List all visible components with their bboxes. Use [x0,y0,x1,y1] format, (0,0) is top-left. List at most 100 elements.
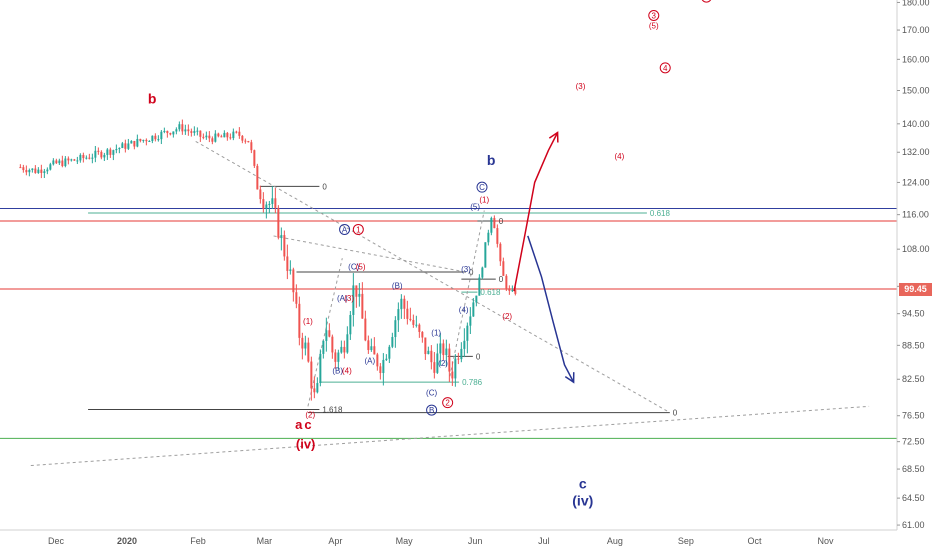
candle-body [379,366,382,374]
candle-body [514,290,517,294]
wave-circle [339,223,351,235]
price-tick-label: 116.00 [902,210,929,220]
candle-body [409,318,412,321]
candle-body [445,348,448,356]
candle-body [115,149,118,151]
candle-body [289,269,292,271]
price-tick-label: 124.00 [902,177,930,187]
wave-label: (5) [470,202,480,211]
candle-body [343,346,346,353]
candle-body [283,235,286,257]
wave-label: (2) [305,411,315,420]
candle-body [205,135,208,138]
candle-body [481,267,484,278]
candle-body [145,139,148,142]
candle-body [376,354,379,367]
candle-body [229,137,232,139]
fib-level-label: 0 [499,275,504,284]
candle-body [316,383,319,393]
candle-body [268,203,271,205]
candle-body [178,124,181,130]
wave-circle [476,181,488,193]
candle-body [346,334,349,353]
candle-body [208,135,211,139]
candle-body [232,131,235,139]
candle-body [253,150,256,166]
wave-annotations: ba c(iv)bc(iv)(1)(2)(A)(3)(C)(5)(B)(4)(A)… [148,0,712,509]
candle-body [184,129,187,132]
wave-label: (2) [502,312,512,321]
wave-label: (5) [356,263,366,272]
wave-label: (5) [649,21,659,30]
wave-label: (4) [459,306,469,315]
candle-body [193,131,196,133]
candle-body [304,342,307,349]
candle-body [169,133,172,135]
candle-body [463,340,466,349]
candle-body [358,293,361,297]
candle-body [493,217,496,229]
candle-body [142,139,145,141]
candle-body [28,170,31,173]
wave-circle-label: C [479,183,485,192]
candle-body [340,346,343,353]
candle-body [478,277,481,296]
candle-body [502,261,505,276]
wave-circle [701,0,712,3]
candle-body [385,358,388,360]
candle-body [106,149,109,155]
time-tick-label: Oct [748,536,763,546]
candle-body [58,160,61,164]
candle-body [355,285,358,297]
candle-body [271,198,274,204]
candle-body [82,154,85,159]
candle-body [364,318,367,341]
price-tick-label: 82.50 [902,374,925,384]
candle-body [133,140,136,147]
price-tick-label: 108.00 [902,244,930,254]
candle-body [67,158,70,161]
wave-label: (A) [364,357,375,366]
candle-body [361,293,364,319]
candle-body [37,169,40,173]
wave-label: (A) [337,294,348,303]
price-tick-label: 94.50 [902,309,925,319]
candle-body [139,138,142,141]
wave-label: (3) [344,294,354,303]
candle-body [310,361,313,389]
wave-label: c [304,417,311,432]
price-tick-label: 160.00 [902,54,930,64]
wave-label: (3) [576,82,586,91]
candle-body [313,388,316,393]
fib-level-label: 0 [499,217,504,226]
wave-circle-label: 5 [704,0,709,2]
candle-body [259,189,262,200]
wave-circle-label: B [429,406,434,415]
candle-body [61,160,64,167]
candle-body [112,150,115,155]
candle-body [370,346,373,351]
candle-body [148,141,151,143]
fib-level-label: 0 [673,409,678,418]
candle-body [472,302,475,317]
candle-body [97,150,100,152]
candle-body [238,131,241,136]
trend-line-mid [273,235,467,273]
projection-up-path [513,132,559,292]
wave-label: (iv) [572,493,593,509]
candle-body [175,129,178,132]
candle-body [388,346,391,359]
candle-body [94,150,97,158]
candlestick-series [19,119,517,401]
wave-circle-label: 3 [652,12,657,21]
candle-body [88,157,91,159]
candle-body [130,140,133,144]
candle-body [121,143,124,148]
candle-body [403,298,406,309]
price-tick-label: 150.00 [902,86,930,96]
candle-body [64,158,67,167]
price-tick-label: 76.50 [902,411,925,421]
candle-body [469,316,472,326]
candle-body [352,285,355,315]
